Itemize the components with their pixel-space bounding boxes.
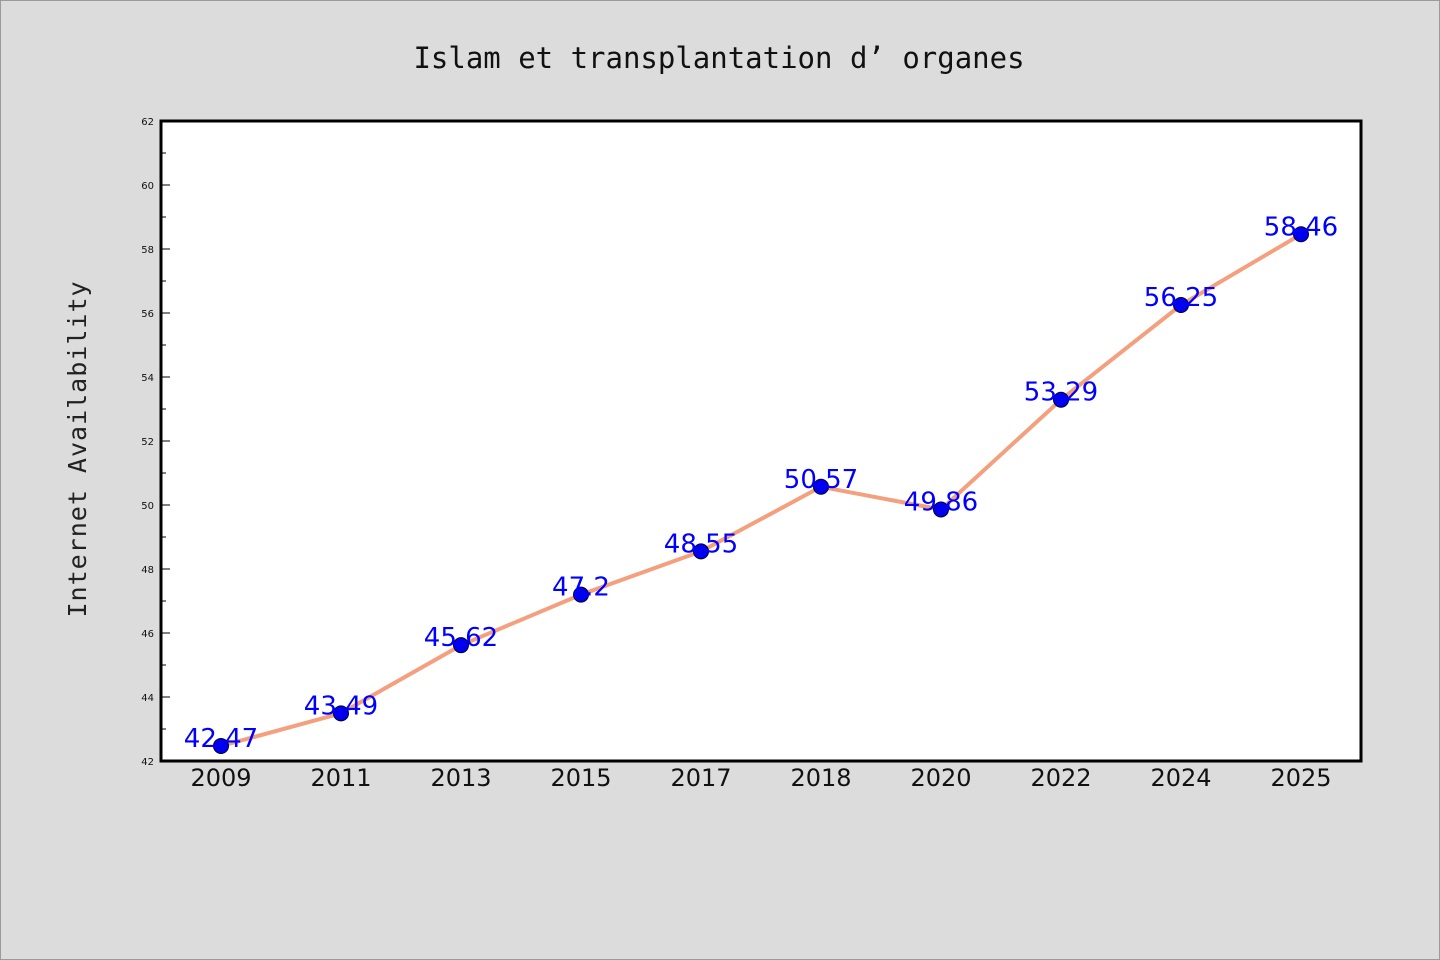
data-point: [693, 543, 709, 560]
data-label: 45.62: [424, 623, 498, 653]
data-labels: 42.47 43.49 45.62 47.2 48.55 50.57 49.86 53.29 5…: [184, 212, 1338, 754]
chart-title: Islam et transplantation d’ organes: [413, 41, 1024, 75]
x-tick-label: 2017: [670, 764, 731, 792]
data-label: 53.29: [1024, 378, 1098, 408]
data-label: 50.57: [784, 465, 858, 495]
data-points: [213, 226, 1309, 754]
data-point: [333, 705, 349, 722]
data-label: 58.46: [1264, 212, 1338, 242]
data-label: 49.86: [904, 487, 978, 517]
y-tick-label: 60: [141, 181, 154, 192]
data-point: [1293, 226, 1309, 243]
plot-frame: [159, 119, 1363, 763]
data-label: 47.2: [552, 573, 610, 603]
data-point: [933, 501, 949, 518]
y-tick-label: 56: [141, 309, 154, 320]
y-tick-label: 44: [141, 693, 154, 704]
x-tick-label: 2013: [430, 764, 491, 792]
data-point: [813, 478, 829, 495]
x-tick-label: 2020: [910, 764, 971, 792]
data-label: 42.47: [184, 724, 258, 754]
data-point: [573, 586, 589, 603]
data-label: 43.49: [304, 691, 378, 721]
y-tick-label: 48: [141, 565, 154, 576]
data-label: 48.55: [664, 529, 738, 559]
data-point: [213, 737, 229, 754]
y-tick-label: 62: [141, 117, 154, 128]
y-tick-label: 54: [141, 373, 154, 384]
x-tick-label: 2024: [1150, 764, 1211, 792]
y-axis: 42 44 46 48 50 52 54 56 58 60 62: [141, 117, 170, 768]
y-tick-label: 50: [141, 501, 154, 512]
x-tick-label: 2011: [310, 764, 371, 792]
y-axis-label: Internet Availability: [63, 280, 92, 617]
x-tick-label: 2025: [1270, 764, 1331, 792]
y-tick-label: 52: [141, 437, 154, 448]
data-point: [453, 637, 469, 654]
x-tick-label: 2018: [790, 764, 851, 792]
y-tick-label: 42: [141, 757, 154, 768]
y-tick-label: 46: [141, 629, 154, 640]
y-tick-label: 58: [141, 245, 154, 256]
x-axis: 2009 2011 2013 2015 2017 2018 2020 2022 2024 2025: [190, 764, 1331, 792]
plot-area: [161, 121, 1361, 761]
x-tick-label: 2022: [1030, 764, 1091, 792]
series-line: [219, 232, 1303, 748]
x-tick-label: 2009: [190, 764, 251, 792]
data-point: [1053, 391, 1069, 408]
x-tick-label: 2015: [550, 764, 611, 792]
data-point: [1173, 297, 1189, 313]
data-label: 56.25: [1144, 283, 1218, 313]
